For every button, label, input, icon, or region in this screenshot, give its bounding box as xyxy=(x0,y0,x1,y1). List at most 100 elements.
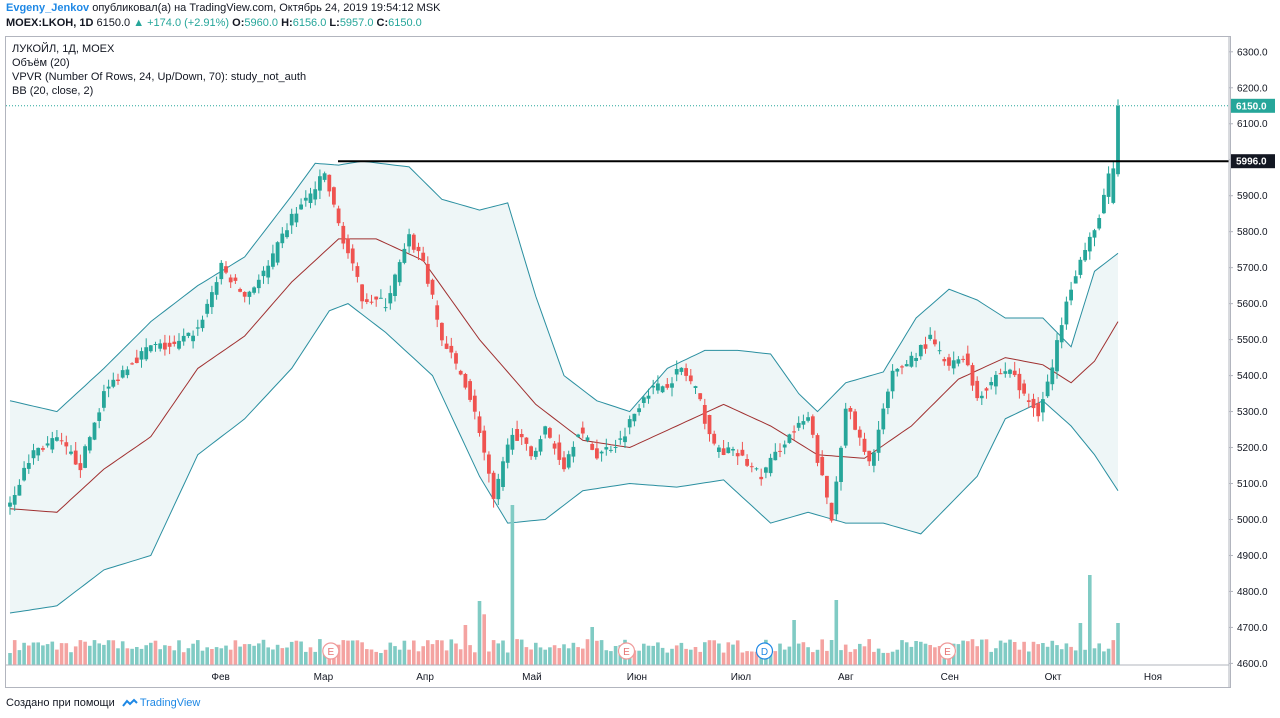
volume-bar xyxy=(102,644,106,665)
candle-body xyxy=(256,279,261,289)
author-name[interactable]: Evgeny_Jenkov xyxy=(6,2,90,14)
candle-body xyxy=(402,248,407,263)
candle-body xyxy=(1036,403,1041,417)
volume-bar xyxy=(858,643,862,665)
volume-bar xyxy=(933,647,937,665)
candle-body xyxy=(867,450,872,462)
candle-body xyxy=(78,463,83,471)
candle-body xyxy=(609,449,613,451)
volume-bar xyxy=(510,505,515,665)
volume-bar xyxy=(116,648,120,665)
candle-body xyxy=(97,412,102,421)
candle-body xyxy=(130,363,134,365)
volume-bar xyxy=(261,639,266,665)
volume-bar xyxy=(782,649,787,665)
volume-bar xyxy=(313,651,317,665)
volume-bar xyxy=(304,651,308,665)
volume-bar xyxy=(149,642,153,665)
volume-bar xyxy=(595,640,599,665)
price-tick-label: 4700.0 xyxy=(1237,623,1268,634)
volume-bar xyxy=(914,641,918,665)
volume-bar xyxy=(937,646,942,665)
candle-body xyxy=(463,374,468,388)
volume-bar xyxy=(853,649,857,665)
candle-body xyxy=(529,446,533,457)
volume-bar xyxy=(994,648,998,665)
legend-vpvr: VPVR (Number Of Rows, 24, Up/Down, 70): … xyxy=(12,71,307,83)
candle-body xyxy=(440,322,444,341)
volume-bar xyxy=(487,651,491,665)
time-tick-label: Июн xyxy=(627,672,647,683)
volume-bar xyxy=(693,647,698,665)
price-tick-label: 5100.0 xyxy=(1237,479,1268,490)
candle-body xyxy=(843,408,848,446)
volume-bar xyxy=(1069,646,1073,665)
volume-bar xyxy=(679,642,684,665)
price-chart[interactable]: 4600.0 4700.0 4800.0 4900.0 5000.0 5100.0 5200… xyxy=(0,0,1280,690)
volume-bar xyxy=(1041,643,1045,665)
volume-bar xyxy=(604,650,609,665)
bb-lower-line xyxy=(9,303,1119,614)
candle-body xyxy=(228,277,233,283)
volume-bar xyxy=(529,649,533,665)
candle-body xyxy=(562,457,566,470)
volume-bar xyxy=(806,647,810,665)
volume-bar xyxy=(538,647,543,665)
volume-bar xyxy=(665,652,670,665)
volume-bar xyxy=(365,649,369,665)
header-publication-line: Evgeny_Jenkov опубликовал(а) на TradingV… xyxy=(6,2,441,14)
volume-bar xyxy=(412,640,416,665)
volume-bar xyxy=(515,639,519,665)
candle-body xyxy=(411,234,416,250)
candle-body xyxy=(735,453,740,457)
candle-body xyxy=(947,357,951,366)
candle-body xyxy=(195,327,200,329)
volume-bar xyxy=(64,643,69,665)
volume-bar xyxy=(8,653,12,665)
volume-bar xyxy=(843,644,848,665)
volume-bar xyxy=(712,640,716,665)
candle-body xyxy=(754,468,759,470)
candle-body xyxy=(928,334,933,339)
volume-bar xyxy=(1111,640,1116,665)
close-label: C: xyxy=(376,17,389,29)
volume-bar xyxy=(1012,642,1017,665)
candle-body xyxy=(308,193,313,203)
volume-bar xyxy=(923,643,928,665)
volume-bar xyxy=(632,650,637,665)
volume-bar xyxy=(651,645,655,665)
candle-body xyxy=(519,434,524,438)
candle-body xyxy=(674,369,679,375)
event-marker-label: E xyxy=(944,647,951,658)
event-marker-label: E xyxy=(327,647,334,658)
candle-body xyxy=(829,502,834,521)
volume-bar xyxy=(707,640,712,665)
candle-body xyxy=(350,248,355,264)
candle-body xyxy=(707,415,712,435)
volume-bar xyxy=(872,651,876,665)
candle-body xyxy=(1092,230,1097,238)
price-tick-label: 5900.0 xyxy=(1237,191,1268,202)
volume-bar xyxy=(1031,641,1036,665)
candle-body xyxy=(599,451,604,454)
volume-bar xyxy=(1097,643,1101,665)
volume-bar xyxy=(1050,640,1055,665)
candle-body xyxy=(918,345,923,357)
candle-body xyxy=(998,373,1003,375)
price-badge xyxy=(1231,154,1275,169)
volume-bar xyxy=(501,640,505,665)
candle-body xyxy=(477,416,482,433)
volume-bar xyxy=(17,650,22,665)
event-marker-icon xyxy=(755,642,774,660)
candle-body xyxy=(1026,400,1031,402)
legend-volume: Объём (20) xyxy=(12,57,70,69)
candle-body xyxy=(576,434,580,437)
volume-bar xyxy=(980,639,984,665)
candle-body xyxy=(994,374,998,387)
footer-brand[interactable]: TradingView xyxy=(139,697,201,709)
candle-body xyxy=(303,197,308,201)
chart-frame[interactable] xyxy=(5,36,1231,688)
candle-body xyxy=(191,335,195,342)
price-tick-label: 4600.0 xyxy=(1237,659,1268,670)
candle-body xyxy=(684,368,688,376)
